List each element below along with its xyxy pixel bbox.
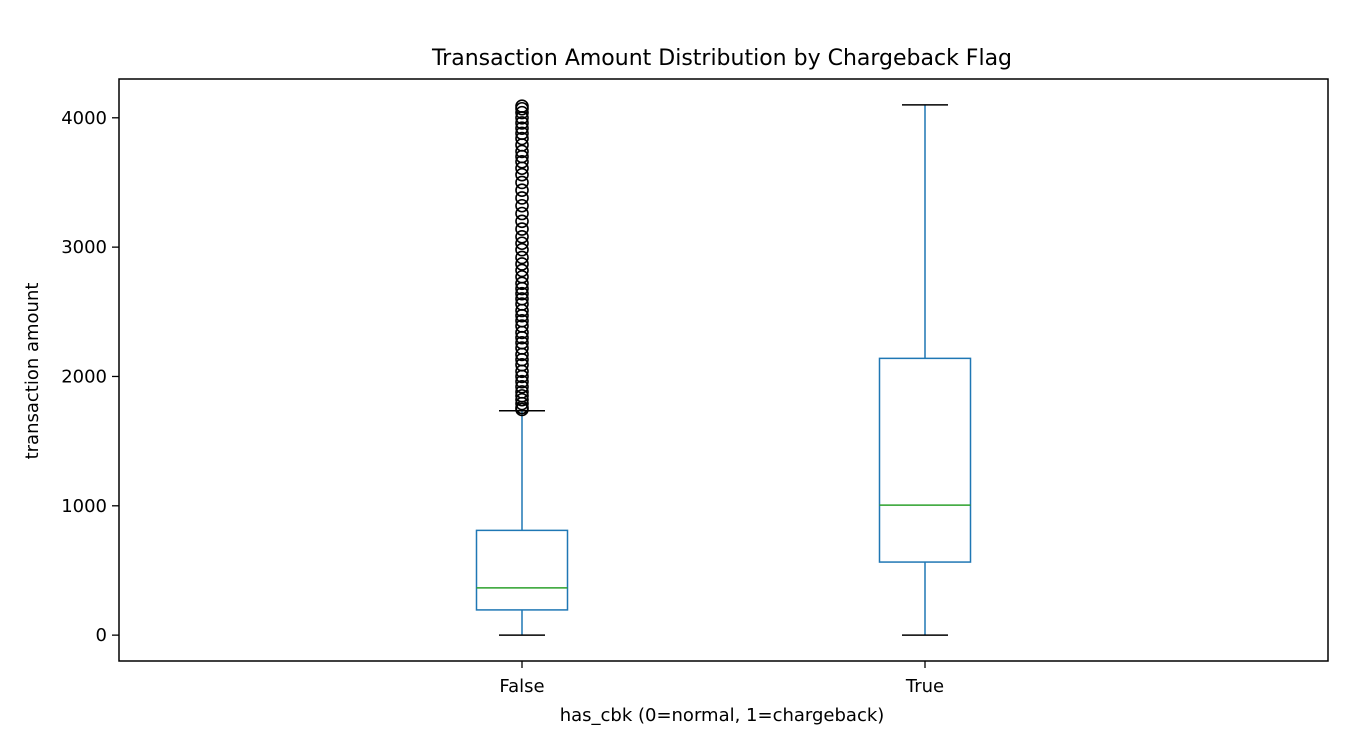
outlier-point [515,126,529,141]
outlier-point [515,144,529,159]
y-tick-label: 1000 [61,496,107,517]
outlier-point [515,358,529,372]
y-tick-label: 4000 [61,108,107,129]
y-tick-label: 3000 [61,237,107,258]
plot-frame [118,78,1329,662]
outlier-point [515,270,529,284]
outlier-point [515,250,529,265]
box-true [878,104,972,636]
y-axis: 0 1000 2000 3000 4000 [61,108,119,646]
outlier-point [515,116,529,130]
outlier-point [515,222,529,236]
outlier-point [515,292,529,306]
outlier-point [515,336,529,350]
outlier-point [515,191,529,205]
outlier-point [515,154,529,169]
iqr-box [475,529,569,611]
outlier-point [515,276,529,291]
outlier-point [515,385,529,399]
outlier-point [515,297,529,311]
box-false [475,99,569,636]
plot-marks [475,99,972,636]
outlier-point [515,183,529,198]
outlier-point [515,374,529,389]
x-axis: False True [499,661,944,697]
y-tick-label: 0 [96,625,107,646]
outlier-point [515,286,529,301]
outlier-point [515,319,529,333]
outlier-point [515,392,529,407]
outlier-point [515,198,529,213]
outlier-point [515,257,529,271]
y-axis-label: transaction amount [22,283,43,460]
outlier-point [515,206,529,221]
outlier-point [515,389,529,403]
x-tick-label: True [905,676,944,697]
outlier-point [515,380,529,394]
outlier-point [515,242,529,257]
outlier-point [515,121,529,135]
outlier-point [515,236,529,251]
outlier-point [515,105,529,120]
outlier-point [515,214,529,229]
iqr-box [878,357,972,563]
chart-title: Transaction Amount Distribution by Charg… [431,46,1012,71]
x-axis-label: has_cbk (0=normal, 1=chargeback) [560,705,885,726]
outlier-point [515,99,529,113]
outlier-point [515,263,529,278]
outlier-point [515,175,529,190]
y-tick-label: 2000 [61,366,107,387]
outlier-point [515,314,529,328]
outlier-point [515,229,529,244]
outlier-point [515,341,529,355]
outlier-point [515,131,529,146]
x-tick-label: False [499,676,544,697]
outlier-point [515,167,529,182]
